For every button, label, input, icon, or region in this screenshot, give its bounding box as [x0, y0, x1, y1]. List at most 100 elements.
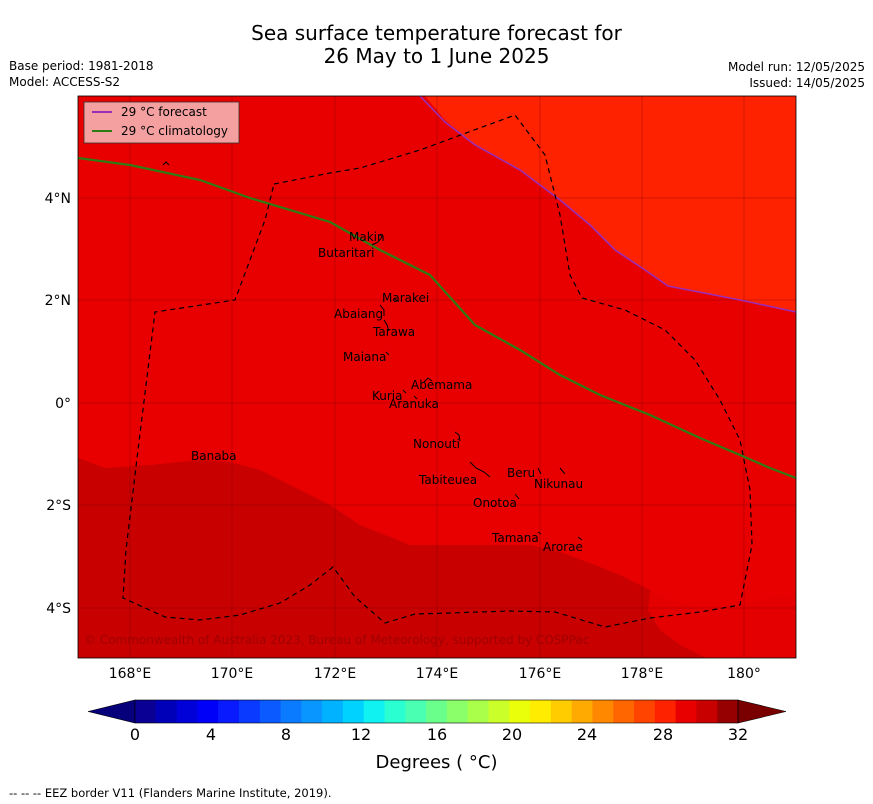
colorbar-segment	[342, 700, 365, 723]
colorbar-segment	[405, 700, 427, 723]
colorbar-segment	[613, 700, 635, 723]
eez-footnote: -- -- -- EEZ border V11 (Flanders Marine…	[9, 786, 332, 800]
colorbar-tick-label: 24	[577, 725, 597, 744]
grid-lines	[78, 96, 796, 658]
island-label-kuria: Kuria	[372, 389, 403, 403]
colorbar-over-arrow	[737, 699, 787, 724]
legend-climatology-label: 29 °C climatology	[121, 124, 228, 138]
colorbar-segment	[218, 700, 240, 723]
colorbar-segment	[322, 700, 344, 723]
island-label-nikunau: Nikunau	[534, 477, 583, 491]
colorbar-tick-label: 32	[728, 725, 748, 744]
colorbar-tick-label: 4	[206, 725, 216, 744]
colorbar-segment	[550, 700, 573, 723]
x-tick-label: 172°E	[314, 666, 357, 682]
colorbar-segment	[592, 700, 614, 723]
island-labels: Makin Butaritari Marakei Abaiang Tarawa …	[191, 230, 583, 554]
island-label-banaba: Banaba	[191, 449, 237, 463]
y-tick-label: 0°	[55, 396, 71, 412]
colorbar-segment	[717, 700, 739, 723]
island-label-tamana: Tamana	[491, 531, 539, 545]
island-label-tabiteuea: Tabiteuea	[418, 473, 477, 487]
y-tick-label: 2°N	[45, 293, 71, 309]
island-label-marakei: Marakei	[382, 291, 429, 305]
legend-forecast-label: 29 °C forecast	[121, 105, 207, 119]
colorbar-segment	[280, 700, 302, 723]
x-tick-label: 168°E	[109, 666, 152, 682]
colorbar-segment	[675, 700, 697, 723]
title-line-1: Sea surface temperature forecast for	[251, 21, 622, 45]
island-label-beru: Beru	[507, 466, 535, 480]
colorbar-segment	[238, 700, 261, 723]
colorbar-tick-label: 16	[427, 725, 447, 744]
issued-date: Issued: 14/05/2025	[749, 76, 865, 90]
base-period: Base period: 1981-2018	[9, 59, 154, 73]
colorbar-segment	[384, 700, 406, 723]
eez-border	[122, 114, 753, 628]
x-axis-ticks: 168°E 170°E 172°E 174°E 176°E 178°E 180°	[109, 666, 761, 682]
colorbar-segment	[467, 700, 489, 723]
colorbar-segment	[654, 700, 677, 723]
colorbar-segment	[634, 700, 656, 723]
model-run: Model run: 12/05/2025	[727, 60, 865, 74]
colorbar-segment	[509, 700, 531, 723]
title-line-2: 26 May to 1 June 2025	[323, 44, 550, 68]
meta-right: Model run: 12/05/2025 Issued: 14/05/2025	[728, 59, 865, 91]
sst-26-28-zone	[425, 96, 796, 312]
colorbar-segment	[530, 700, 552, 723]
colorbar-segment	[363, 700, 386, 723]
island-shapes	[162, 161, 583, 541]
colorbar-segment	[135, 700, 157, 723]
colorbar-tick-label: 8	[281, 725, 291, 744]
colorbar-segment	[155, 700, 178, 723]
colorbar-segment	[301, 700, 323, 723]
colorbar-segment	[446, 700, 469, 723]
colorbar-segment	[197, 700, 219, 723]
map-frame	[77, 95, 797, 659]
y-tick-label: 4°S	[46, 601, 71, 617]
colorbar-frame	[134, 699, 739, 724]
island-label-maiana: Maiana	[343, 350, 386, 364]
colorbar-segment	[696, 700, 718, 723]
meta-left: Base period: 1981-2018 Model: ACCESS-S2	[9, 58, 154, 90]
colorbar-ticks: 0 4 8 12 16 20 24 28 32	[130, 725, 748, 744]
colorbar-segment	[259, 700, 282, 723]
colorbar-segment	[571, 700, 593, 723]
island-label-tarawa: Tarawa	[372, 325, 415, 339]
x-tick-label: 178°E	[621, 666, 664, 682]
colorbar-segment	[176, 700, 198, 723]
x-tick-label: 176°E	[519, 666, 562, 682]
island-label-abemama: Abemama	[411, 378, 472, 392]
island-label-onotoa: Onotoa	[473, 496, 517, 510]
model-name: Model: ACCESS-S2	[9, 75, 121, 89]
copyright-notice: © Commonwealth of Australia 2023, Bureau…	[84, 633, 589, 647]
x-tick-label: 170°E	[211, 666, 254, 682]
colorbar-tick-label: 28	[653, 725, 673, 744]
forecast-29c-contour	[419, 96, 796, 313]
colorbar	[87, 699, 787, 724]
colorbar-tick-label: 0	[130, 725, 140, 744]
island-label-arorae: Arorae	[543, 540, 583, 554]
y-axis-ticks: 4°N 2°N 0° 2°S 4°S	[45, 191, 72, 617]
island-label-nonouti: Nonouti	[413, 437, 460, 451]
map-legend: 29 °C forecast 29 °C climatology	[83, 101, 240, 144]
island-label-butaritari: Butaritari	[318, 246, 375, 260]
colorbar-tick-label: 20	[502, 725, 522, 744]
sst-30-32-zone	[78, 458, 706, 658]
y-tick-label: 2°S	[46, 498, 71, 514]
island-label-aranuka: Aranuka	[389, 397, 439, 411]
colorbar-segment	[488, 700, 510, 723]
colorbar-title: Degrees ( °C)	[375, 752, 498, 773]
chart-title: Sea surface temperature forecast for 26 …	[0, 22, 873, 68]
climatology-29c-contour	[78, 156, 796, 480]
y-tick-label: 4°N	[45, 191, 71, 207]
colorbar-tick-label: 12	[351, 725, 371, 744]
colorbar-under-arrow	[87, 699, 136, 724]
colorbar-segment	[426, 700, 448, 723]
island-label-makin: Makin	[349, 230, 385, 244]
island-label-abaiang: Abaiang	[334, 307, 383, 321]
x-tick-label: 180°	[727, 666, 761, 682]
x-tick-label: 174°E	[416, 666, 459, 682]
sst-se-zone	[620, 575, 796, 658]
